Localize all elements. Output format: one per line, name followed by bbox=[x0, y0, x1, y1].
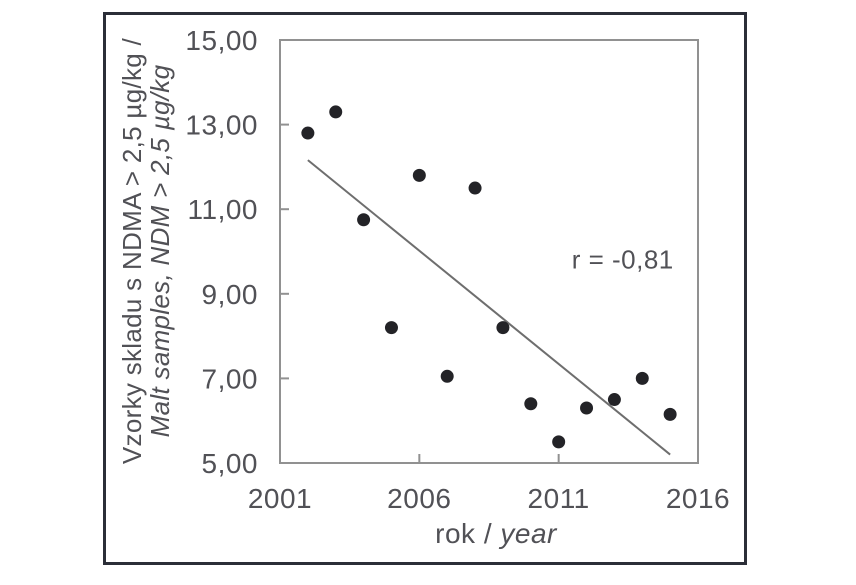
data-point bbox=[468, 181, 482, 195]
x-tick-label: 2016 bbox=[666, 483, 730, 514]
plot-frame bbox=[279, 39, 699, 464]
y-tick-label: 5,00 bbox=[202, 448, 259, 479]
y-tick-label: 15,00 bbox=[185, 25, 258, 56]
trend-line bbox=[307, 159, 671, 456]
x-axis-title: rok / year bbox=[435, 518, 558, 549]
data-point bbox=[384, 321, 398, 335]
data-point bbox=[635, 371, 649, 385]
y-tick-label: 7,00 bbox=[202, 363, 259, 394]
y-tick-label: 13,00 bbox=[185, 110, 258, 141]
figure-box: 15,00 13,00 11,00 9,00 7,00 5,00 2001 2006 2011… bbox=[103, 12, 747, 565]
data-point bbox=[496, 321, 510, 335]
y-tick-label: 11,00 bbox=[188, 194, 259, 225]
x-tick-label: 2001 bbox=[248, 483, 312, 514]
data-point bbox=[357, 213, 371, 227]
data-point bbox=[607, 393, 621, 407]
x-tick-label: 2006 bbox=[387, 483, 451, 514]
y-axis-ticks: 15,00 13,00 11,00 9,00 7,00 5,00 bbox=[185, 25, 289, 479]
data-point bbox=[663, 407, 677, 421]
y-tick-label: 9,00 bbox=[202, 279, 259, 310]
data-point bbox=[301, 126, 315, 140]
data-point bbox=[524, 397, 538, 411]
x-tick-label: 2011 bbox=[528, 483, 590, 514]
data-point bbox=[412, 168, 426, 182]
y-axis-title: Vzorky skladu s NDMA > 2,5 µg/kg / Malt … bbox=[117, 37, 175, 464]
data-point bbox=[440, 369, 454, 383]
x-axis-title-regular: rok / bbox=[435, 518, 500, 549]
y-axis-title-line2: Malt samples, NDM > 2,5 µg/kg bbox=[145, 64, 175, 437]
data-point bbox=[329, 105, 343, 119]
data-point bbox=[580, 401, 594, 415]
data-point bbox=[552, 435, 566, 449]
x-axis-title-italic: year bbox=[498, 518, 558, 549]
scatter-chart: 15,00 13,00 11,00 9,00 7,00 5,00 2001 2006 2011… bbox=[117, 25, 730, 549]
y-axis-title-line1: Vzorky skladu s NDMA > 2,5 µg/kg / bbox=[117, 37, 147, 464]
scatter-points bbox=[301, 105, 677, 449]
x-axis-ticks: 2001 2006 2011 2016 bbox=[248, 454, 730, 514]
correlation-annotation: r = -0,81 bbox=[572, 244, 674, 274]
